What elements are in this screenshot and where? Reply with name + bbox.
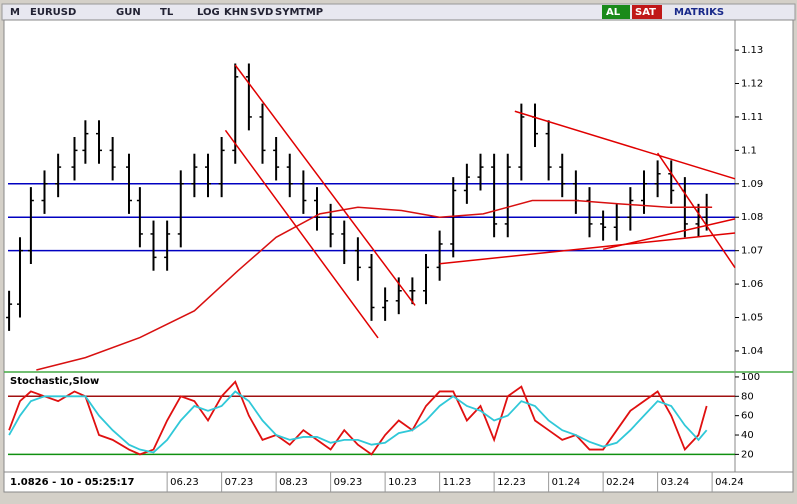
trend-line: [224, 129, 379, 339]
y-tick-label: 100: [741, 372, 760, 383]
svd-button[interactable]: SVD: [250, 7, 273, 18]
y-tick-label: 1.04: [741, 346, 763, 357]
sell-button[interactable]: SAT: [635, 7, 656, 18]
x-tick-label: 06.23: [170, 477, 199, 488]
x-tick-label: 07.23: [225, 477, 254, 488]
y-tick-label: 1.11: [741, 112, 763, 123]
chart-area: [3, 19, 794, 473]
status-text: 1.0826 - 10 - 05:25:17: [10, 477, 135, 488]
buy-bg: [602, 5, 630, 19]
x-tick-label: 02.24: [606, 477, 635, 488]
currency-button[interactable]: TL: [160, 7, 174, 18]
symbol-button[interactable]: EURUSD: [30, 7, 76, 18]
menu-button[interactable]: M: [10, 7, 20, 18]
y-tick-label: 1.05: [741, 313, 763, 324]
sym-button[interactable]: SYM: [275, 7, 299, 18]
stochastic-line: [8, 380, 708, 456]
x-tick-label: 09.23: [334, 477, 363, 488]
y-tick-label: 60: [741, 411, 754, 422]
period-button[interactable]: GUN: [116, 7, 141, 18]
x-tick-label: 12.23: [497, 477, 526, 488]
trend-line: [514, 110, 736, 180]
time-axis-bar: [3, 471, 794, 493]
y-tick-label: 1.13: [741, 45, 763, 56]
x-tick-label: 10.23: [388, 477, 417, 488]
stochastic-line: [8, 390, 708, 454]
sell-bg: [632, 5, 662, 19]
y-tick-label: 1.1: [741, 145, 757, 156]
trend-line: [439, 232, 736, 265]
trend-line: [234, 64, 416, 306]
y-tick-label: 1.08: [741, 212, 763, 223]
brand: MATRIKS: [674, 7, 724, 18]
x-tick-label: 11.23: [443, 477, 472, 488]
moving-average: [36, 199, 713, 371]
trend-line: [602, 218, 736, 251]
y-tick-label: 80: [741, 391, 754, 402]
x-tick-label: 01.24: [552, 477, 581, 488]
x-tick-label: 03.24: [661, 477, 690, 488]
tmp-button[interactable]: TMP: [299, 7, 323, 18]
y-tick-label: 40: [741, 430, 754, 441]
y-tick-label: 20: [741, 449, 754, 460]
y-tick-label: 1.09: [741, 179, 763, 190]
x-tick-label: 08.23: [279, 477, 308, 488]
y-tick-label: 1.07: [741, 246, 763, 257]
y-tick-label: 1.06: [741, 279, 763, 290]
log-button[interactable]: LOG: [197, 7, 220, 18]
buy-button[interactable]: AL: [606, 7, 621, 18]
panel-title: Stochastic,Slow: [10, 376, 99, 387]
khn-button[interactable]: KHN: [224, 7, 249, 18]
trend-line: [656, 152, 736, 269]
y-tick-label: 1.12: [741, 79, 763, 90]
x-tick-label: 04.24: [715, 477, 744, 488]
